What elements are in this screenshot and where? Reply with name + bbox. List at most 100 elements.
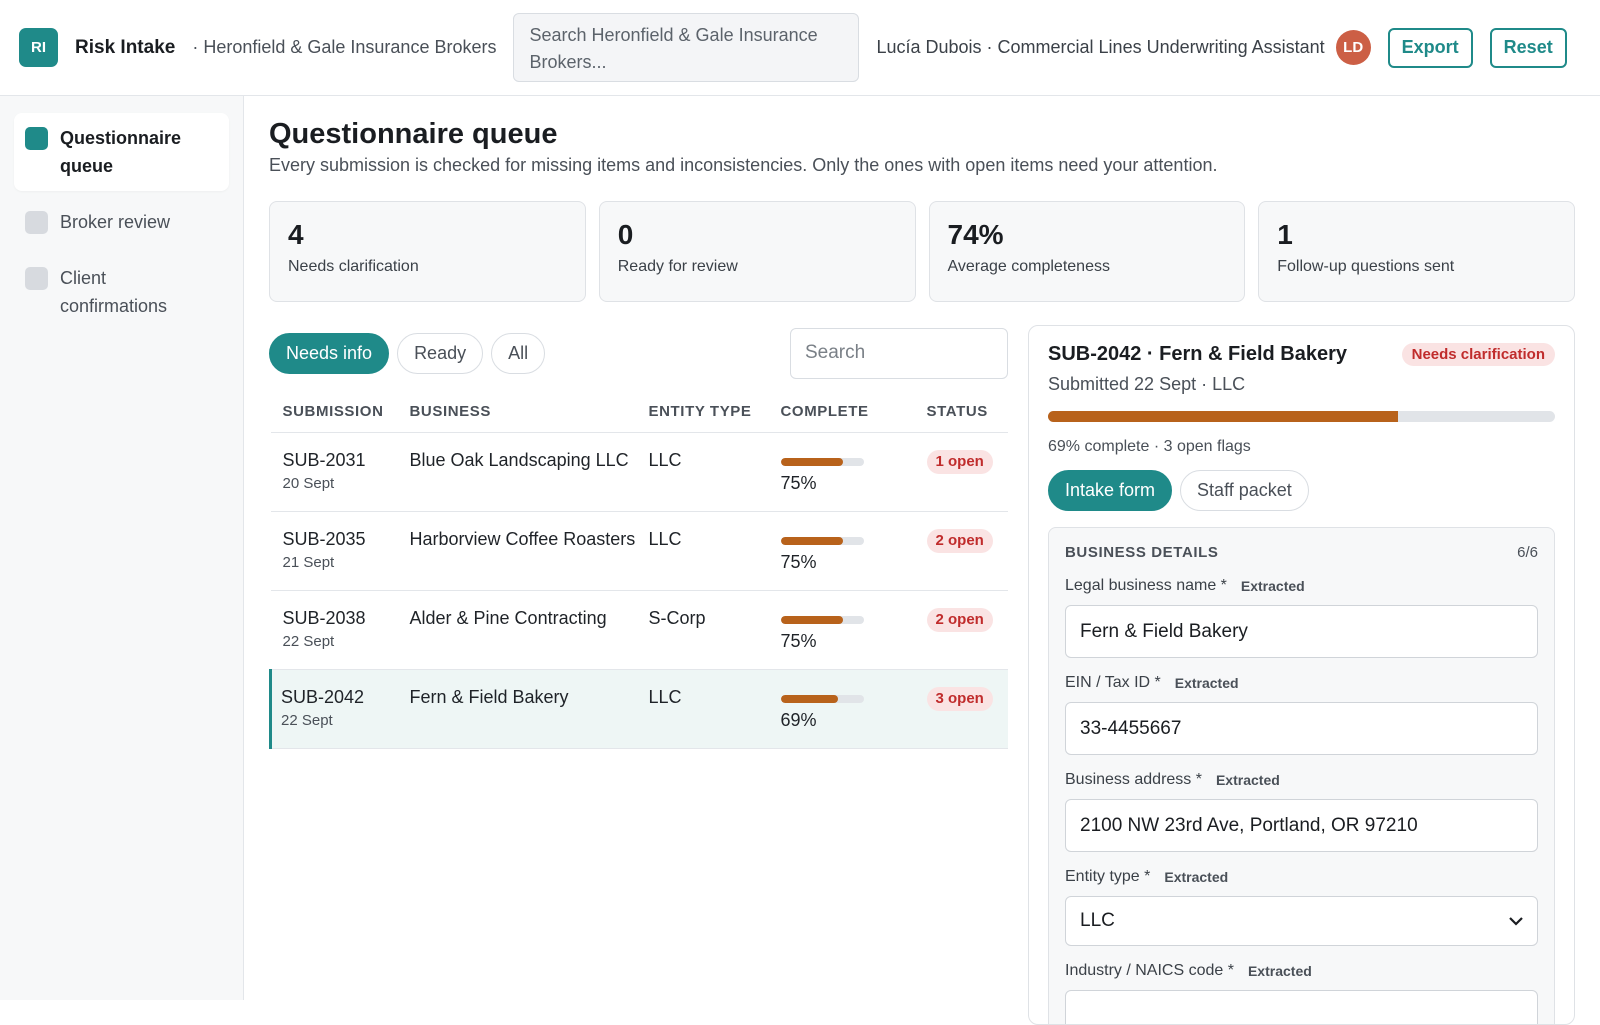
cell-business: Fern & Field Bakery	[397, 669, 637, 749]
detail-header: SUB-2042 · Fern & Field Bakery Needs cla…	[1048, 343, 1555, 366]
tab-intake-form[interactable]: Intake form	[1048, 470, 1173, 511]
stat-value: 1	[1277, 219, 1293, 250]
submission-id: SUB-2042	[281, 687, 365, 707]
filter-chip-needs-info[interactable]: Needs info	[269, 332, 390, 374]
submission-id: SUB-2038	[282, 608, 366, 628]
entity-type-select[interactable]: LLC	[1065, 896, 1538, 946]
status-badge: 2 open	[926, 529, 993, 553]
industry-naics-field[interactable]	[1065, 990, 1538, 1024]
detail-submitted: Submitted 22 Sept · LLC	[1048, 374, 1246, 394]
table-row[interactable]: SUB-2038 22 Sept Alder & Pine Contractin…	[270, 590, 1008, 670]
sidebar: Questionnaire queue Broker review Client…	[0, 96, 244, 1000]
detail-progress-bar	[1048, 411, 1555, 422]
cell-business: Alder & Pine Contracting	[397, 590, 637, 670]
cell-business: Harborview Coffee Roasters	[397, 511, 637, 591]
column-header-business: BUSINESS	[397, 389, 637, 433]
cell-status: 2 open	[914, 511, 1008, 591]
legal-business-name-field[interactable]: Fern & Field Bakery	[1065, 605, 1538, 658]
field-label-text: Industry / NAICS code *	[1065, 962, 1234, 979]
queue-search-input[interactable]: Search	[790, 327, 1008, 379]
detail-progress-text: 69% complete · 3 open flags	[1048, 438, 1251, 455]
global-search-input[interactable]: Search Heronfield & Gale Insurance Broke…	[513, 13, 860, 82]
cell-entity-type: LLC	[636, 511, 769, 591]
cell-complete: 75%	[768, 590, 915, 670]
table-row[interactable]: SUB-2035 21 Sept Harborview Coffee Roast…	[270, 511, 1008, 591]
main-content: Questionnaire queue Every submission is …	[269, 96, 1575, 1025]
filter-chip-all[interactable]: All	[491, 332, 546, 374]
sidebar-item-label: Broker review	[60, 212, 171, 232]
completeness-bar	[780, 537, 864, 545]
completeness-percent: 75%	[780, 631, 817, 651]
submission-detail-panel: SUB-2042 · Fern & Field Bakery Needs cla…	[1028, 325, 1575, 1025]
cell-complete: 69%	[768, 669, 915, 749]
stat-card-average-completeness: 74% Average completeness	[928, 201, 1246, 302]
field-label-industry: Industry / NAICS code * Extracted	[1065, 962, 1538, 980]
filter-chip-ready[interactable]: Ready	[397, 332, 484, 374]
column-header-complete: COMPLETE	[768, 389, 915, 433]
queue-panel: Needs info Ready All Search SUBMISSION B…	[269, 325, 1008, 749]
table-row-selected[interactable]: SUB-2042 22 Sept Fern & Field Bakery LLC…	[269, 669, 1008, 749]
detail-progress-fill	[1048, 411, 1398, 422]
cell-business: Blue Oak Landscaping LLC	[397, 432, 637, 512]
completeness-bar	[780, 458, 864, 466]
extracted-tag: Extracted	[1174, 675, 1239, 691]
sidebar-item-questionnaire-queue[interactable]: Questionnaire queue	[14, 113, 229, 191]
column-header-entity-type: ENTITY TYPE	[636, 389, 769, 433]
app-logo: RI	[19, 28, 58, 67]
extracted-tag: Extracted	[1164, 869, 1229, 885]
page-title: Questionnaire queue	[269, 118, 558, 150]
submission-id: SUB-2031	[282, 450, 366, 470]
user-name: Lucía Dubois · Commercial Lines Underwri…	[876, 37, 1325, 57]
section-title: BUSINESS DETAILS	[1065, 544, 1219, 561]
business-details-section: BUSINESS DETAILS 6/6 Legal business name…	[1048, 527, 1555, 1024]
top-bar: RI Risk Intake · Heronfield & Gale Insur…	[0, 0, 1600, 96]
cell-status: 2 open	[914, 590, 1008, 670]
filter-bar: Needs info Ready All Search	[269, 325, 1008, 381]
extracted-tag: Extracted	[1240, 578, 1305, 594]
organization-name: · Heronfield & Gale Insurance Brokers	[192, 37, 497, 57]
stat-value: 4	[288, 219, 304, 250]
cell-entity-type: LLC	[636, 432, 769, 512]
cell-submission: SUB-2038 22 Sept	[270, 590, 398, 670]
table-row[interactable]: SUB-2031 20 Sept Blue Oak Landscaping LL…	[270, 432, 1008, 512]
completeness-bar	[780, 616, 864, 624]
cell-submission: SUB-2042 22 Sept	[269, 669, 398, 749]
cell-submission: SUB-2035 21 Sept	[270, 511, 398, 591]
completeness-bar	[780, 695, 864, 703]
field-label-legal-name: Legal business name * Extracted	[1065, 577, 1538, 595]
sidebar-item-client-confirmations[interactable]: Client confirmations	[14, 253, 229, 331]
submission-id: SUB-2035	[282, 529, 366, 549]
stat-card-needs-clarification: 4 Needs clarification	[269, 201, 586, 302]
cell-status: 3 open	[914, 669, 1008, 749]
stat-label: Ready for review	[617, 258, 738, 275]
stat-value: 0	[617, 219, 634, 250]
cell-status: 1 open	[914, 432, 1008, 512]
stats-row: 4 Needs clarification 0 Ready for review…	[269, 201, 1575, 302]
sidebar-item-label: Questionnaire queue	[60, 128, 182, 176]
tab-staff-packet[interactable]: Staff packet	[1180, 470, 1309, 511]
stat-card-ready-for-review: 0 Ready for review	[598, 201, 916, 302]
nav-square-icon	[25, 211, 48, 234]
stat-card-follow-up-sent: 1 Follow-up questions sent	[1258, 201, 1575, 302]
sidebar-item-label: Client confirmations	[60, 268, 168, 316]
cell-complete: 75%	[768, 432, 915, 512]
business-address-field[interactable]: 2100 NW 23rd Ave, Portland, OR 97210	[1065, 799, 1538, 852]
cell-entity-type: LLC	[636, 669, 769, 749]
sidebar-item-broker-review[interactable]: Broker review	[14, 197, 229, 247]
extracted-tag: Extracted	[1215, 772, 1280, 788]
completeness-bar-fill	[780, 537, 843, 545]
completeness-percent: 69%	[780, 710, 817, 730]
export-button[interactable]: Export	[1387, 27, 1473, 68]
chevron-down-icon	[1509, 913, 1523, 930]
stat-label: Needs clarification	[288, 258, 419, 275]
completeness-percent: 75%	[780, 473, 817, 493]
submission-date: 20 Sept	[282, 475, 335, 492]
status-badge: 2 open	[926, 608, 993, 632]
avatar[interactable]: LD	[1335, 30, 1371, 65]
ein-tax-id-field[interactable]: 33-4455667	[1065, 702, 1538, 755]
reset-button[interactable]: Reset	[1489, 27, 1567, 68]
field-label-text: Business address *	[1065, 771, 1202, 788]
cell-submission: SUB-2031 20 Sept	[270, 432, 398, 512]
stat-label: Average completeness	[947, 258, 1110, 275]
submission-date: 22 Sept	[282, 633, 335, 650]
